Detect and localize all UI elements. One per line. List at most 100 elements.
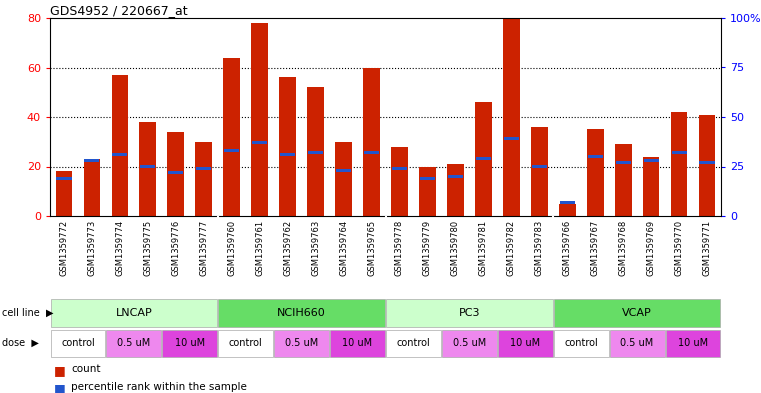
Text: GSM1359763: GSM1359763: [311, 220, 320, 276]
Text: GSM1359762: GSM1359762: [283, 220, 292, 276]
Bar: [279, 77, 296, 216]
Bar: [643, 156, 660, 216]
Text: GSM1359776: GSM1359776: [171, 220, 180, 276]
Bar: [363, 68, 380, 216]
Bar: [587, 155, 603, 158]
Bar: [498, 329, 552, 356]
Text: GSM1359771: GSM1359771: [702, 220, 712, 276]
Bar: [218, 299, 385, 327]
Bar: [671, 151, 686, 154]
Bar: [168, 171, 183, 174]
Bar: [666, 329, 721, 356]
Text: cell line  ▶: cell line ▶: [2, 308, 53, 318]
Bar: [218, 329, 273, 356]
Bar: [196, 167, 212, 170]
Bar: [615, 144, 632, 216]
Text: NCIH660: NCIH660: [277, 308, 326, 318]
Text: 10 uM: 10 uM: [678, 338, 708, 348]
Bar: [280, 153, 295, 156]
Bar: [330, 329, 385, 356]
Text: GSM1359769: GSM1359769: [647, 220, 656, 276]
Bar: [50, 299, 217, 327]
Text: GSM1359782: GSM1359782: [507, 220, 516, 276]
Text: 10 uM: 10 uM: [342, 338, 373, 348]
Bar: [167, 132, 184, 216]
Text: ■: ■: [54, 364, 65, 377]
Bar: [50, 329, 105, 356]
Bar: [252, 141, 267, 144]
Text: GSM1359783: GSM1359783: [535, 220, 544, 276]
Text: VCAP: VCAP: [622, 308, 652, 318]
Text: GSM1359760: GSM1359760: [228, 220, 236, 276]
Text: 0.5 uM: 0.5 uM: [453, 338, 486, 348]
Text: GSM1359773: GSM1359773: [88, 220, 97, 276]
Bar: [308, 151, 323, 154]
Text: 0.5 uM: 0.5 uM: [285, 338, 318, 348]
Bar: [610, 329, 664, 356]
Bar: [274, 329, 329, 356]
Text: 0.5 uM: 0.5 uM: [620, 338, 654, 348]
Text: 0.5 uM: 0.5 uM: [117, 338, 151, 348]
Bar: [364, 151, 379, 154]
Text: GSM1359775: GSM1359775: [143, 220, 152, 276]
Text: control: control: [565, 338, 598, 348]
Text: count: count: [72, 364, 100, 374]
Bar: [112, 75, 129, 216]
Bar: [56, 177, 72, 180]
Bar: [699, 114, 715, 216]
Bar: [670, 112, 687, 216]
Bar: [224, 149, 239, 152]
Bar: [196, 142, 212, 216]
Text: GSM1359781: GSM1359781: [479, 220, 488, 276]
Text: 10 uM: 10 uM: [175, 338, 205, 348]
Text: LNCAP: LNCAP: [116, 308, 152, 318]
Text: GSM1359766: GSM1359766: [562, 220, 572, 276]
Bar: [386, 329, 441, 356]
Bar: [559, 204, 575, 216]
Text: ■: ■: [54, 382, 65, 393]
Bar: [223, 58, 240, 216]
Text: PC3: PC3: [459, 308, 480, 318]
Bar: [503, 18, 520, 216]
Bar: [336, 169, 351, 172]
Bar: [107, 329, 161, 356]
Text: control: control: [61, 338, 95, 348]
Text: GSM1359780: GSM1359780: [451, 220, 460, 276]
Bar: [139, 122, 156, 216]
Bar: [644, 159, 659, 162]
Text: GSM1359779: GSM1359779: [423, 220, 432, 276]
Bar: [84, 159, 100, 162]
Text: GSM1359770: GSM1359770: [674, 220, 683, 276]
Text: control: control: [396, 338, 430, 348]
Bar: [559, 201, 575, 204]
Bar: [476, 157, 491, 160]
Bar: [113, 153, 127, 156]
Text: GSM1359761: GSM1359761: [255, 220, 264, 276]
Text: percentile rank within the sample: percentile rank within the sample: [72, 382, 247, 391]
Bar: [140, 165, 155, 168]
Text: GSM1359774: GSM1359774: [116, 220, 124, 276]
Text: 10 uM: 10 uM: [510, 338, 540, 348]
Bar: [251, 23, 268, 216]
Text: GDS4952 / 220667_at: GDS4952 / 220667_at: [50, 4, 188, 17]
Bar: [587, 129, 603, 216]
Text: dose  ▶: dose ▶: [2, 338, 38, 348]
Text: GSM1359767: GSM1359767: [591, 220, 600, 276]
Text: GSM1359778: GSM1359778: [395, 220, 404, 276]
Text: GSM1359772: GSM1359772: [59, 220, 68, 276]
Text: GSM1359768: GSM1359768: [619, 220, 628, 276]
Bar: [84, 159, 100, 216]
Bar: [554, 299, 721, 327]
Text: GSM1359764: GSM1359764: [339, 220, 348, 276]
Bar: [531, 127, 548, 216]
Bar: [391, 147, 408, 216]
Bar: [335, 142, 352, 216]
Bar: [447, 164, 463, 216]
Bar: [616, 161, 631, 164]
Text: GSM1359777: GSM1359777: [199, 220, 209, 276]
Bar: [504, 137, 519, 140]
Bar: [475, 102, 492, 216]
Bar: [419, 167, 436, 216]
Bar: [392, 167, 407, 170]
Bar: [442, 329, 497, 356]
